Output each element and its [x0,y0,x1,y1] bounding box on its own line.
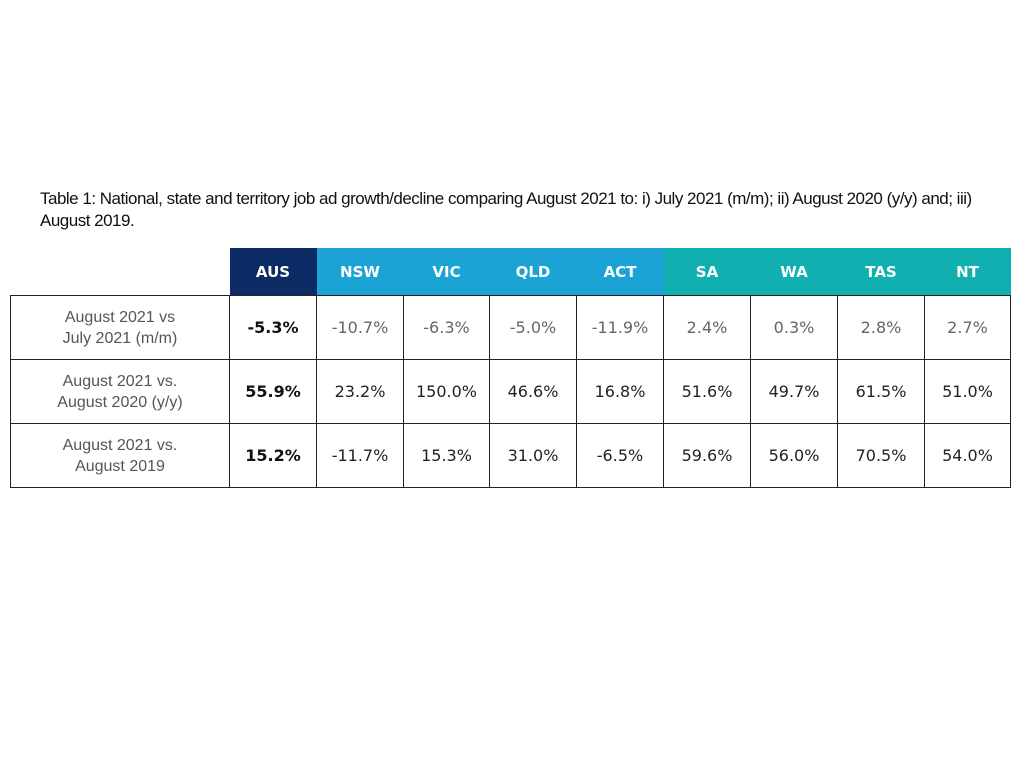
cell-act: -6.5% [576,423,664,488]
row-label-line-1: August 2021 vs [64,308,176,326]
table-caption: Table 1: National, state and territory j… [40,189,972,230]
row-label: August 2021 vs. August 2020 (y/y) [10,359,230,424]
cell-nsw: 23.2% [316,359,404,424]
cell-nsw: -11.7% [316,423,404,488]
header-corner-cell [10,248,230,296]
cell-nt: 54.0% [924,423,1011,488]
cell-nt: 2.7% [924,295,1011,360]
cell-aus: 15.2% [229,423,317,488]
row-label-line-1: August 2021 vs. [62,372,178,390]
cell-aus: 55.9% [229,359,317,424]
cell-wa: 0.3% [750,295,838,360]
column-header-tas: TAS [837,248,925,296]
column-header-nsw: NSW [316,248,404,296]
cell-qld: -5.0% [489,295,577,360]
column-header-nt: NT [924,248,1011,296]
cell-tas: 61.5% [837,359,925,424]
row-label-line-2: July 2021 (m/m) [62,329,178,347]
cell-nsw: -10.7% [316,295,404,360]
column-header-aus: AUS [229,248,317,296]
cell-aus: -5.3% [229,295,317,360]
column-header-vic: VIC [403,248,490,296]
cell-act: -11.9% [576,295,664,360]
row-label-line-2: August 2020 (y/y) [57,393,183,411]
cell-tas: 70.5% [837,423,925,488]
table-row-year-on-year: August 2021 vs. August 2020 (y/y) 55.9% 2… [10,359,1011,424]
row-label: August 2021 vs. August 2019 [10,423,230,488]
cell-sa: 59.6% [663,423,751,488]
cell-nt: 51.0% [924,359,1011,424]
cell-sa: 2.4% [663,295,751,360]
cell-vic: 15.3% [403,423,490,488]
column-header-sa: SA [663,248,751,296]
column-header-qld: QLD [489,248,577,296]
cell-qld: 46.6% [489,359,577,424]
table-row-vs-2019: August 2021 vs. August 2019 15.2% -11.7% … [10,423,1011,488]
column-header-wa: WA [750,248,838,296]
row-label-line-2: August 2019 [75,457,165,475]
job-ad-growth-table: AUS NSW VIC QLD ACT SA WA TAS NT August … [10,248,1011,488]
row-label: August 2021 vs July 2021 (m/m) [10,295,230,360]
cell-act: 16.8% [576,359,664,424]
cell-sa: 51.6% [663,359,751,424]
table-row-month-on-month: August 2021 vs July 2021 (m/m) -5.3% -10.… [10,295,1011,360]
cell-qld: 31.0% [489,423,577,488]
cell-vic: 150.0% [403,359,490,424]
cell-vic: -6.3% [403,295,490,360]
column-header-act: ACT [576,248,664,296]
cell-tas: 2.8% [837,295,925,360]
cell-wa: 56.0% [750,423,838,488]
row-label-line-1: August 2021 vs. [62,436,178,454]
cell-wa: 49.7% [750,359,838,424]
header-row: AUS NSW VIC QLD ACT SA WA TAS NT [10,248,1011,296]
